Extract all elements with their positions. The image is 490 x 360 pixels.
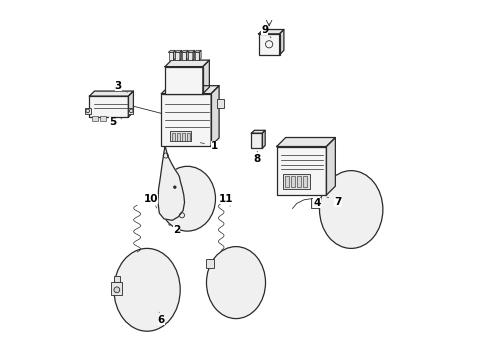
Bar xyxy=(311,198,319,208)
Text: 6: 6 xyxy=(158,315,165,325)
Bar xyxy=(303,176,307,187)
Bar xyxy=(114,276,121,282)
Polygon shape xyxy=(259,30,284,34)
Polygon shape xyxy=(199,50,201,60)
Ellipse shape xyxy=(319,171,383,248)
Bar xyxy=(92,116,98,121)
Bar xyxy=(171,131,192,141)
Bar xyxy=(217,99,224,108)
Text: 5: 5 xyxy=(109,117,116,127)
Bar xyxy=(195,52,199,60)
Bar xyxy=(85,108,91,114)
Text: 1: 1 xyxy=(211,141,218,151)
Circle shape xyxy=(173,186,176,189)
Polygon shape xyxy=(203,60,209,94)
Text: 2: 2 xyxy=(173,225,180,235)
Bar xyxy=(291,176,295,187)
Bar xyxy=(176,133,180,141)
Polygon shape xyxy=(262,130,265,148)
Polygon shape xyxy=(326,138,335,195)
Bar xyxy=(169,52,173,60)
Polygon shape xyxy=(277,138,335,147)
Bar xyxy=(283,174,310,189)
Polygon shape xyxy=(251,130,265,133)
Text: 4: 4 xyxy=(313,198,320,208)
Polygon shape xyxy=(158,146,185,220)
Bar xyxy=(127,108,133,114)
Text: 7: 7 xyxy=(334,197,342,207)
Polygon shape xyxy=(169,50,175,52)
Ellipse shape xyxy=(206,247,266,319)
Bar xyxy=(175,52,180,60)
Bar xyxy=(187,133,190,141)
Bar xyxy=(162,94,211,146)
Bar xyxy=(90,96,128,117)
Polygon shape xyxy=(173,50,175,60)
Text: 11: 11 xyxy=(219,194,234,204)
Polygon shape xyxy=(90,91,133,96)
Polygon shape xyxy=(165,60,209,67)
Polygon shape xyxy=(188,50,195,52)
Bar xyxy=(251,133,262,148)
Polygon shape xyxy=(280,30,284,55)
Polygon shape xyxy=(182,50,188,52)
Text: 3: 3 xyxy=(115,81,122,91)
Bar xyxy=(259,34,280,55)
Polygon shape xyxy=(193,50,195,60)
Polygon shape xyxy=(211,86,219,146)
Bar xyxy=(100,116,106,121)
Polygon shape xyxy=(162,86,219,94)
Text: 10: 10 xyxy=(144,194,158,204)
Bar xyxy=(206,259,214,268)
Polygon shape xyxy=(180,50,182,60)
Polygon shape xyxy=(195,50,201,52)
Bar xyxy=(297,176,301,187)
Text: 9: 9 xyxy=(261,24,269,35)
Bar xyxy=(285,176,289,187)
Text: 8: 8 xyxy=(254,154,261,164)
Bar xyxy=(188,52,193,60)
Bar xyxy=(277,147,326,195)
Polygon shape xyxy=(175,50,182,52)
Bar xyxy=(182,133,185,141)
Circle shape xyxy=(114,287,120,293)
Bar xyxy=(172,133,175,141)
Polygon shape xyxy=(186,50,188,60)
Polygon shape xyxy=(128,91,133,117)
Bar xyxy=(111,282,122,295)
Bar xyxy=(165,67,203,94)
Ellipse shape xyxy=(159,166,216,231)
Bar xyxy=(182,52,186,60)
Ellipse shape xyxy=(114,248,180,331)
